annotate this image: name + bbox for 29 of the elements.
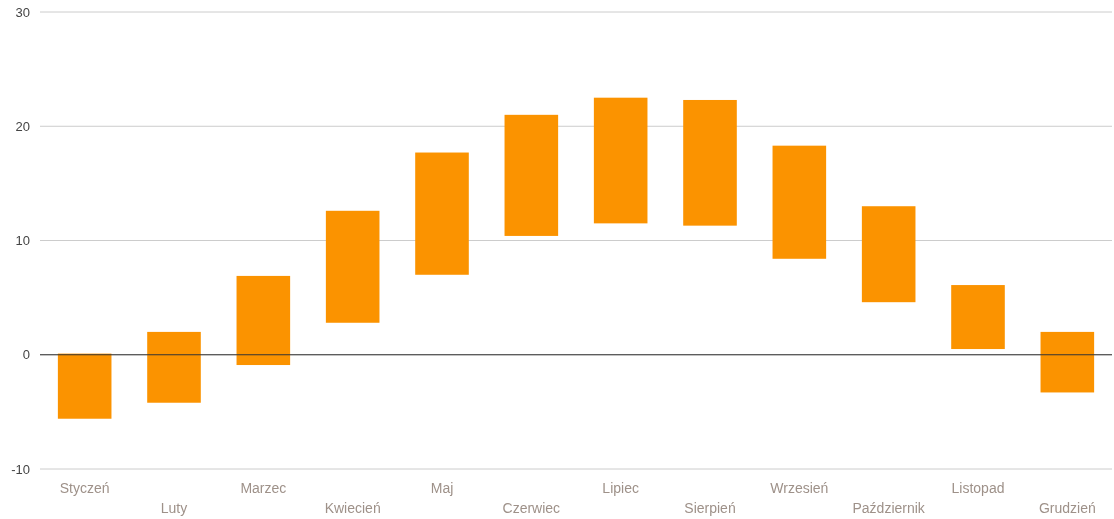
bar: [772, 145, 827, 259]
x-tick-label: Styczeń: [59, 480, 110, 496]
x-tick-label: Grudzień: [1038, 500, 1096, 516]
x-tick-label: Maj: [430, 480, 454, 496]
y-tick-label: 30: [15, 4, 30, 20]
y-tick-label: 0: [22, 347, 30, 363]
bar: [147, 331, 201, 403]
x-tick-label: Październik: [852, 500, 926, 516]
x-tick-label: Luty: [160, 500, 188, 516]
y-tick-label: 10: [15, 233, 30, 249]
bar: [683, 99, 737, 226]
y-tick-label: 20: [15, 118, 30, 134]
bar: [236, 275, 291, 366]
x-tick-label: Wrzesień: [770, 480, 829, 496]
x-tick-label: Sierpień: [684, 500, 736, 516]
bar: [951, 285, 1005, 350]
x-tick-label: Marzec: [240, 480, 287, 496]
bar: [504, 114, 559, 236]
bar: [861, 206, 916, 303]
bar: [1040, 331, 1095, 393]
x-tick-label: Listopad: [951, 480, 1005, 496]
x-tick-label: Lipiec: [602, 480, 639, 496]
x-tick-label: Czerwiec: [502, 500, 561, 516]
bar: [593, 97, 648, 224]
bar: [325, 210, 380, 323]
y-tick-label: -10: [11, 461, 30, 477]
x-tick-label: Kwiecień: [324, 500, 381, 516]
bar: [415, 152, 469, 275]
bar: [57, 353, 112, 419]
